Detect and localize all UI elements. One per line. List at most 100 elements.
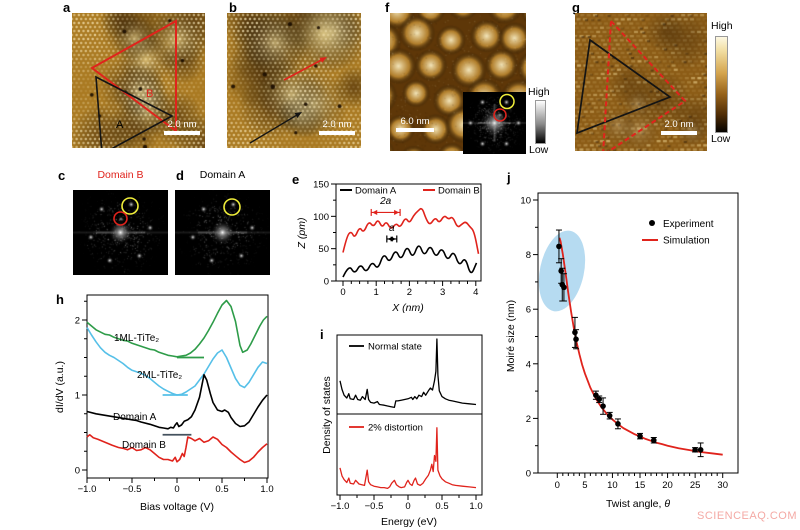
- fft-image-c: [73, 190, 168, 275]
- scale-bar-g: 2.0 nm: [659, 119, 699, 135]
- fft-domain-b: [73, 190, 168, 275]
- stm-topograph-a: [72, 13, 205, 148]
- svg-text:−1.0: −1.0: [78, 484, 97, 495]
- svg-text:0: 0: [555, 480, 560, 491]
- chart-i: −1.0 −0.5 0 0.5 1.0 Energy (eV) Density of sta…: [321, 334, 483, 528]
- svg-text:0: 0: [526, 469, 531, 480]
- svg-text:6: 6: [526, 305, 531, 316]
- scale-bar-g-line: [661, 131, 697, 135]
- domain-b-region-label: B: [146, 88, 154, 100]
- fft-d-title: Domain A: [199, 169, 246, 181]
- svg-text:1.0: 1.0: [260, 484, 273, 495]
- scale-bar-f-line: [396, 128, 434, 132]
- fft-c-title: Domain B: [97, 169, 144, 181]
- svg-text:1.0: 1.0: [469, 501, 482, 512]
- svg-text:1: 1: [374, 287, 379, 298]
- svg-text:Moiré size (nm): Moiré size (nm): [505, 300, 517, 372]
- svg-text:Experiment: Experiment: [663, 219, 714, 230]
- svg-text:0.5: 0.5: [435, 501, 448, 512]
- panel-label-e: e: [292, 172, 300, 187]
- svg-text:Twist angle, θ: Twist angle, θ: [606, 498, 670, 510]
- panel-label-b: b: [229, 0, 237, 15]
- panel-label-d: d: [176, 168, 184, 183]
- stm-topograph-b: [227, 13, 361, 148]
- svg-text:50: 50: [318, 244, 329, 255]
- colorbar-fft: High Low: [527, 86, 557, 161]
- svg-text:4: 4: [526, 359, 531, 370]
- svg-text:Normal state: Normal state: [368, 342, 422, 353]
- svg-text:20: 20: [662, 480, 673, 491]
- svg-text:Domain A: Domain A: [113, 412, 157, 423]
- panel-label-f: f: [385, 0, 390, 15]
- svg-text:2% distortion: 2% distortion: [368, 423, 423, 434]
- svg-text:Z (pm): Z (pm): [296, 218, 308, 250]
- stm-image-g: 2.0 nm: [575, 13, 707, 151]
- svg-text:0: 0: [324, 277, 329, 288]
- svg-text:3: 3: [440, 287, 445, 298]
- svg-text:Domain A: Domain A: [355, 186, 397, 197]
- svg-text:0.5: 0.5: [215, 484, 228, 495]
- panel-label-c: c: [58, 168, 66, 183]
- svg-text:0: 0: [174, 484, 179, 495]
- svg-text:−0.5: −0.5: [123, 484, 142, 495]
- annotations-g: [575, 18, 687, 151]
- colorbar-fft-low-label: Low: [529, 144, 549, 156]
- fft-inset-f: [463, 92, 526, 154]
- panel-label-a: a: [63, 0, 71, 15]
- svg-text:10: 10: [520, 196, 531, 207]
- svg-text:−0.5: −0.5: [365, 501, 384, 512]
- svg-text:a: a: [389, 223, 395, 234]
- svg-text:0: 0: [340, 287, 345, 298]
- svg-text:100: 100: [313, 212, 329, 223]
- colorbar-fft-high-label: High: [528, 86, 550, 98]
- domain-a-region-label: A: [116, 119, 124, 131]
- svg-text:1ML-TiTe₂: 1ML-TiTe₂: [114, 333, 159, 344]
- svg-text:X (nm): X (nm): [391, 302, 424, 314]
- chart-h: −1.0 −0.5 0 0.5 1.0 0 1 2 Bias voltage (V) dI/dV …: [54, 294, 274, 513]
- svg-text:Energy (eV): Energy (eV): [381, 516, 437, 528]
- panel-label-h: h: [56, 292, 64, 307]
- svg-text:150: 150: [313, 180, 329, 191]
- watermark: SCIENCEAQ.COM: [697, 510, 798, 522]
- colorbar-topograph: High Low: [708, 20, 748, 150]
- scale-bar-f: 6.0 nm: [394, 116, 436, 132]
- scale-bar-g-label: 2.0 nm: [664, 119, 694, 130]
- panel-label-j: j: [507, 170, 511, 185]
- svg-text:0: 0: [405, 501, 410, 512]
- fft-domain-a: [175, 190, 270, 275]
- svg-text:2: 2: [407, 287, 412, 298]
- scale-bar-b-label: 2.0 nm: [322, 119, 352, 130]
- svg-text:0: 0: [75, 466, 80, 477]
- svg-text:10: 10: [607, 480, 618, 491]
- svg-text:25: 25: [690, 480, 701, 491]
- svg-text:Density of states: Density of states: [321, 376, 333, 454]
- annotations-b: [249, 57, 327, 144]
- panel-label-g: g: [572, 0, 580, 15]
- svg-text:2ML-TiTe₂: 2ML-TiTe₂: [137, 370, 182, 381]
- panel-label-i: i: [320, 327, 324, 342]
- colorbar-fft-gradient: [535, 100, 546, 144]
- svg-text:8: 8: [526, 250, 531, 261]
- svg-text:15: 15: [635, 480, 646, 491]
- stm-image-a: B A 2.0 nm: [72, 13, 205, 148]
- svg-text:2a: 2a: [379, 196, 392, 207]
- svg-text:1: 1: [75, 391, 80, 402]
- colorbar-topo-gradient: [715, 36, 728, 133]
- chart-e: 0 1 2 3 4 0 50 100 150 X (nm) Z (pm) Domain A Domain…: [296, 180, 482, 314]
- svg-text:dI/dV (a.u.): dI/dV (a.u.): [54, 361, 66, 413]
- colorbar-topo-high-label: High: [711, 20, 733, 32]
- annotations-a: [90, 19, 177, 148]
- svg-text:Bias voltage (V): Bias voltage (V): [140, 501, 214, 513]
- colorbar-topo-low-label: Low: [711, 133, 731, 145]
- scale-bar-a-line: [164, 131, 200, 135]
- svg-text:5: 5: [582, 480, 587, 491]
- stm-topograph-g: [575, 13, 707, 151]
- scale-bar-f-label: 6.0 nm: [400, 116, 430, 127]
- fft-c-annotations: [113, 197, 139, 226]
- scale-bar-a: 2.0 nm: [162, 119, 202, 135]
- chart-j: 0 5 10 15 20 25 30 0 2 4 6 8 10 Twist angle, θ Moiré s…: [505, 192, 739, 510]
- svg-text:Simulation: Simulation: [663, 236, 710, 247]
- fft-image-d: [175, 190, 270, 275]
- svg-text:−1.0: −1.0: [331, 501, 350, 512]
